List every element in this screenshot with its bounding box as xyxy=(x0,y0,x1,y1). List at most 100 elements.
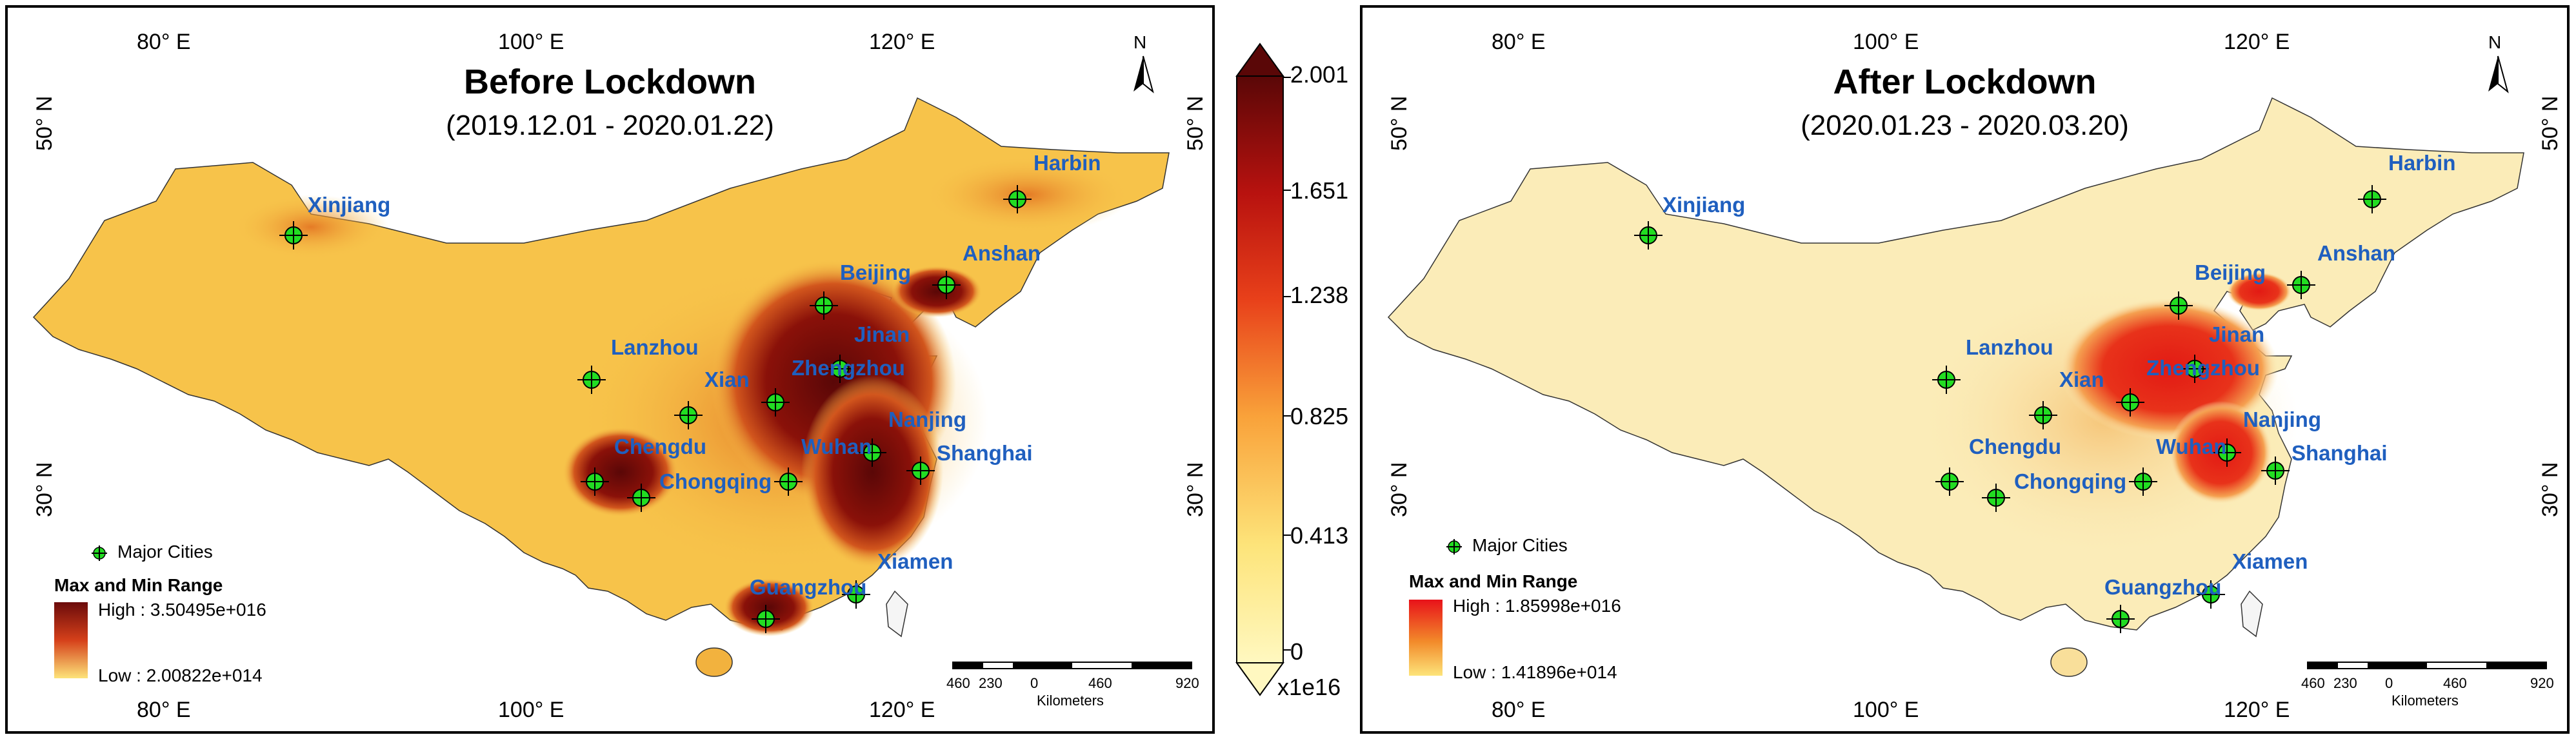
scale-bar xyxy=(2307,662,2547,669)
city-label: Chongqing xyxy=(659,469,772,493)
hainan-island xyxy=(695,647,733,677)
scale-tick: 460 xyxy=(1088,675,1112,691)
city-label: Xinjiang xyxy=(1662,193,1746,217)
legend-range-title: Max and Min Range xyxy=(1409,571,1578,591)
city-label: Anshan xyxy=(963,241,1041,265)
city-marker-icon xyxy=(2164,291,2193,320)
city-label: Nanjing xyxy=(2243,407,2321,431)
lat-label-left: 30° N xyxy=(1387,462,1412,517)
city-marker-icon xyxy=(1634,221,1662,250)
scale-bar xyxy=(952,662,1192,669)
legend-high: High : 3.50495e+016 xyxy=(98,600,266,620)
city-label: Beijing xyxy=(2195,260,2266,284)
city-label: Guangzhou xyxy=(750,575,867,599)
city-label: Guangzhou xyxy=(2104,575,2222,599)
city-marker-icon xyxy=(2106,605,2135,633)
colorbar-tick: 1.238 xyxy=(1290,282,1349,308)
city-marker-icon xyxy=(674,401,703,429)
city-label: Chengdu xyxy=(1969,435,2061,458)
city-label: Zhengzhou xyxy=(2146,356,2260,380)
city-marker-icon xyxy=(581,467,609,496)
city-label: Nanjing xyxy=(888,407,966,431)
lon-label-bottom: 120° E xyxy=(2224,698,2290,722)
scale-tick: 0 xyxy=(2385,675,2393,691)
map-title: After Lockdown xyxy=(1833,63,2097,101)
legend-gradient-swatch xyxy=(1409,600,1443,676)
city-marker-icon xyxy=(577,366,606,394)
legend-low: Low : 1.41896e+014 xyxy=(1453,662,1617,682)
lon-label-top: 100° E xyxy=(498,30,564,54)
city-marker-icon xyxy=(761,388,790,417)
city-label: Jinan xyxy=(2209,322,2265,346)
taiwan-island xyxy=(886,590,908,638)
city-marker-icon xyxy=(1932,366,1961,394)
scale-tick: 0 xyxy=(1030,675,1039,691)
city-marker-icon xyxy=(2287,271,2315,299)
city-label: Chongqing xyxy=(2014,469,2127,493)
city-label: Zhengzhou xyxy=(792,356,905,380)
city-label: Wuhan xyxy=(801,435,872,458)
scale-unit: Kilometers xyxy=(1037,692,1104,709)
city-label: Harbin xyxy=(1033,151,1101,175)
colorbar-tick: 2.001 xyxy=(1290,61,1349,88)
map-subtitle: (2019.12.01 - 2020.01.22) xyxy=(446,110,774,141)
city-label: Xian xyxy=(704,368,750,391)
scale-tick: 230 xyxy=(2333,675,2357,691)
city-label: Harbin xyxy=(2388,151,2456,175)
legend-major-cities: Major Cities xyxy=(1472,535,1568,555)
colorbar-tick: 0.825 xyxy=(1290,403,1349,429)
colorbar-ramp xyxy=(1236,75,1284,663)
city-marker-icon xyxy=(826,355,854,383)
legend-range-title: Max and Min Range xyxy=(54,575,223,595)
city-label: Shanghai xyxy=(937,441,1033,465)
city-label: Wuhan xyxy=(2156,435,2227,458)
lat-label-right: 30° N xyxy=(2538,462,2562,517)
city-marker-icon xyxy=(932,271,961,299)
colorbar-tick: 0.413 xyxy=(1290,522,1349,549)
city-marker-icon xyxy=(810,291,838,320)
hainan-island xyxy=(2050,647,2088,677)
legend-gradient-swatch xyxy=(54,602,88,678)
city-marker-icon xyxy=(774,467,803,496)
north-label: N xyxy=(1133,32,1147,52)
scale-tick: 460 xyxy=(2443,675,2467,691)
lon-label-bottom: 80° E xyxy=(137,698,191,722)
city-marker-icon xyxy=(2029,401,2057,429)
scale-tick: 920 xyxy=(2530,675,2554,691)
map-panel-after: 80° E 100° E 120° E 80° E 100° E 120° E … xyxy=(1360,5,2570,734)
lon-label-bottom: 80° E xyxy=(1492,698,1546,722)
colorbar-tick: 1.651 xyxy=(1290,177,1349,204)
map-panel-before: 80° E 100° E 120° E 80° E 100° E 120° E … xyxy=(5,5,1215,734)
city-marker-icon xyxy=(2358,185,2386,213)
city-marker-icon xyxy=(752,605,780,633)
city-marker-icon xyxy=(842,580,870,609)
lat-label-left: 30° N xyxy=(32,462,57,517)
lon-label-top: 120° E xyxy=(869,30,935,54)
north-arrow-icon xyxy=(2488,55,2509,93)
colorbar-min-arrow xyxy=(1235,662,1284,696)
scale-tick: 920 xyxy=(1175,675,1199,691)
north-label: N xyxy=(2488,32,2502,52)
lon-label-top: 80° E xyxy=(137,30,191,54)
city-marker-icon xyxy=(858,438,886,467)
lon-label-top: 100° E xyxy=(1853,30,1919,54)
city-marker-icon xyxy=(906,456,935,485)
city-label: Jinan xyxy=(854,322,910,346)
city-marker-icon xyxy=(1935,467,1964,496)
map-subtitle: (2020.01.23 - 2020.03.20) xyxy=(1801,110,2129,141)
city-label: Beijing xyxy=(840,260,912,284)
colorbar xyxy=(1235,43,1291,696)
legend-major-cities: Major Cities xyxy=(117,542,213,562)
city-marker-icon xyxy=(627,484,655,512)
city-marker-icon xyxy=(2213,438,2241,467)
city-label: Lanzhou xyxy=(1966,335,2053,359)
scale-tick: 460 xyxy=(2301,675,2325,691)
scale-unit: Kilometers xyxy=(2391,692,2459,709)
lon-label-bottom: 100° E xyxy=(1853,698,1919,722)
lon-label-top: 80° E xyxy=(1492,30,1546,54)
colorbar-max-arrow xyxy=(1235,43,1284,77)
north-arrow-icon xyxy=(1133,55,1154,93)
scale-tick: 230 xyxy=(979,675,1003,691)
taiwan-island xyxy=(2241,590,2263,638)
legend-high: High : 1.85998e+016 xyxy=(1453,596,1621,616)
